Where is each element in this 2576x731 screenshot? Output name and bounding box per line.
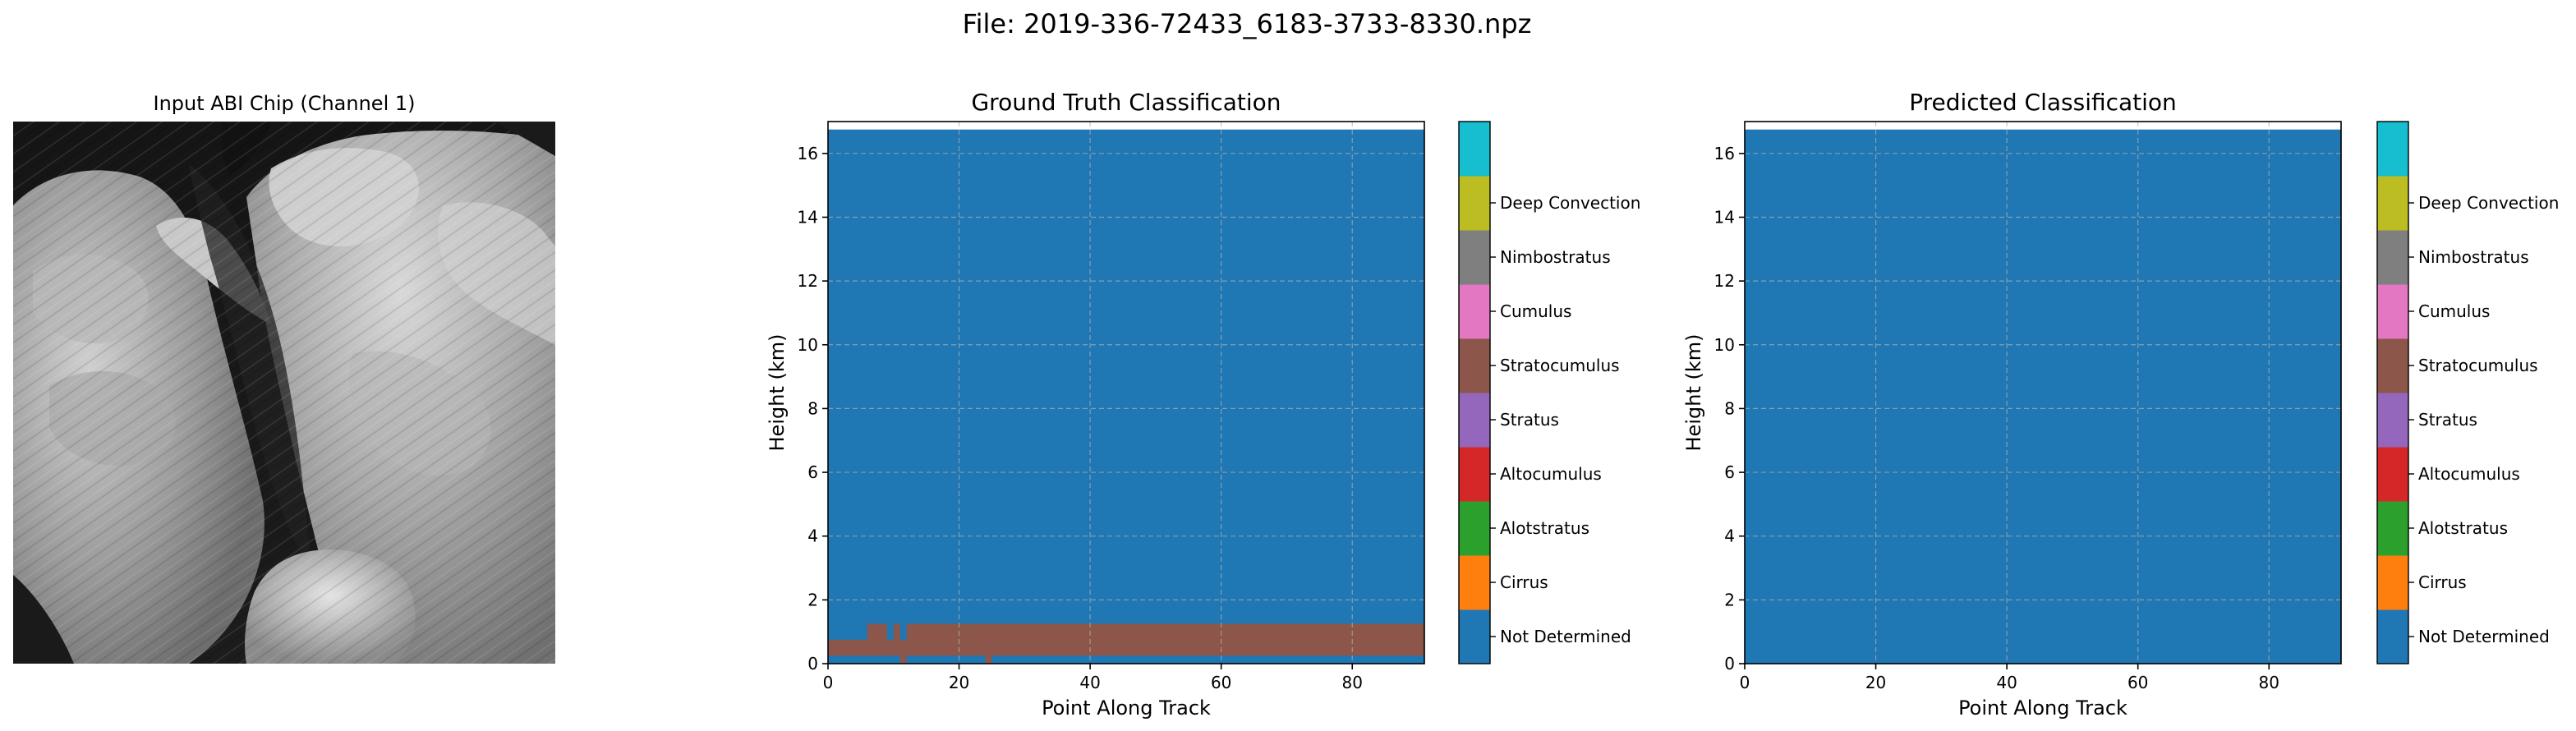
plot-frame [827, 121, 1425, 664]
colorbar-label: Stratus [2418, 410, 2477, 430]
colorbar-swatch [2377, 284, 2408, 339]
y-tick-label: 14 [798, 207, 818, 227]
y-tick-label: 2 [1724, 590, 1735, 609]
colorbar-swatch [1459, 447, 1490, 502]
colorbar-frame [1458, 121, 1491, 664]
predicted-chart: 0 20 40 60 80 0 2 4 6 8 10 12 14 16 Predicted Classifi… [1682, 89, 2342, 720]
colorbar-swatch [1459, 176, 1490, 231]
y-tick-label: 8 [807, 398, 818, 418]
predicted-colorbar: Not Determined Cirrus Alotstratus Altocumul… [2376, 121, 2559, 664]
y-tick-label: 14 [1714, 207, 1735, 227]
abi-chip-title: Input ABI Chip (Channel 1) [153, 92, 415, 115]
colorbar-label: Altocumulus [1500, 464, 1602, 484]
figure-suptitle: File: 2019-336-72433_6183-3733-8330.npz [963, 8, 1532, 39]
colorbar-swatch [1459, 555, 1490, 610]
chart-title: Ground Truth Classification [971, 89, 1281, 116]
colorbar-frame [2376, 121, 2409, 664]
colorbar-swatch [2377, 393, 2408, 448]
heatmap-layer-cell [893, 623, 900, 656]
heatmap-layer-cell [828, 639, 867, 656]
colorbar-swatch [2377, 447, 2408, 502]
colorbar-label: Not Determined [2418, 627, 2550, 646]
x-tick-label: 80 [1342, 673, 1363, 692]
colorbar-label: Cumulus [1500, 301, 1571, 321]
x-tick-label: 60 [1211, 673, 1231, 692]
colorbar-label: Deep Convection [1500, 193, 1640, 213]
ground-truth-chart: 0 20 40 60 80 0 2 4 6 8 10 12 14 16 Ground Truth Class… [766, 89, 1425, 720]
colorbar-label: Alotstratus [1500, 518, 1589, 538]
colorbar-swatch [2377, 122, 2408, 177]
heatmap-layer-cell [886, 639, 894, 656]
colorbar-label: Stratus [1500, 410, 1559, 430]
y-tick-label: 10 [1714, 335, 1735, 355]
y-tick-label: 4 [1724, 526, 1735, 546]
y-tick-label: 6 [807, 462, 818, 482]
heatmap-layer-cell [906, 623, 1424, 656]
y-tick-label: 0 [1724, 654, 1735, 674]
x-tick-label: 40 [1996, 673, 2017, 692]
chart-title: Predicted Classification [1909, 89, 2177, 116]
y-axis-label: Height (km) [1682, 334, 1705, 452]
heatmap-background-cells [828, 129, 1424, 664]
colorbar-swatch [2377, 338, 2408, 393]
colorbar-swatch [2377, 230, 2408, 285]
y-axis-label: Height (km) [766, 334, 789, 452]
heatmap-layer-cell [985, 655, 992, 664]
x-axis-label: Point Along Track [1042, 697, 1211, 720]
x-tick-label: 40 [1079, 673, 1100, 692]
x-tick-label: 80 [2259, 673, 2279, 692]
colorbar-label: Alotstratus [2418, 518, 2508, 538]
y-tick-label: 6 [1724, 462, 1735, 482]
colorbar-swatch [1459, 609, 1490, 664]
colorbar-label: Stratocumulus [1500, 356, 1620, 375]
x-axis-label: Point Along Track [1958, 697, 2128, 720]
colorbar-swatch [1459, 230, 1490, 285]
colorbar-label: Not Determined [1500, 627, 1631, 646]
x-tick-label: 20 [949, 673, 969, 692]
colorbar-swatch [2377, 609, 2408, 664]
plot-frame [1744, 121, 2342, 664]
y-tick-label: 16 [798, 144, 818, 163]
colorbar-label: Cirrus [1500, 572, 1548, 592]
abi-chip-panel: Input ABI Chip (Channel 1) [13, 92, 555, 664]
y-tick-label: 0 [807, 654, 818, 674]
heatmap-background-cells [1745, 129, 2341, 664]
colorbar-swatch [2377, 176, 2408, 231]
colorbar-swatch [2377, 501, 2408, 556]
heatmap-layer-cell [867, 623, 887, 656]
colorbar-swatch [2377, 555, 2408, 610]
x-tick-label: 0 [1740, 673, 1750, 692]
colorbar-label: Nimbostratus [1500, 247, 1611, 267]
y-tick-label: 12 [798, 271, 818, 291]
colorbar-swatch [1459, 393, 1490, 448]
colorbar-swatch [1459, 122, 1490, 177]
x-tick-label: 20 [1865, 673, 1886, 692]
colorbar-swatch [1459, 338, 1490, 393]
colorbar-label: Nimbostratus [2418, 247, 2529, 267]
y-tick-label: 8 [1724, 398, 1735, 418]
colorbar-label: Stratocumulus [2418, 356, 2538, 375]
x-tick-label: 60 [2128, 673, 2148, 692]
y-tick-label: 16 [1714, 144, 1735, 163]
ground-truth-colorbar: Not Determined Cirrus Alotstratus Altocumul… [1458, 121, 1640, 664]
colorbar-label: Cumulus [2418, 301, 2490, 321]
colorbar-swatch [1459, 284, 1490, 339]
colorbar-label: Cirrus [2418, 572, 2467, 592]
abi-chip-image [13, 122, 555, 664]
y-tick-label: 10 [798, 335, 818, 355]
x-tick-label: 0 [823, 673, 834, 692]
colorbar-label: Altocumulus [2418, 464, 2520, 484]
y-tick-label: 12 [1714, 271, 1735, 291]
heatmap-layer-cell [899, 639, 907, 664]
y-tick-label: 2 [807, 590, 818, 609]
y-tick-label: 4 [807, 526, 818, 546]
colorbar-label: Deep Convection [2418, 193, 2559, 213]
colorbar-swatch [1459, 501, 1490, 556]
